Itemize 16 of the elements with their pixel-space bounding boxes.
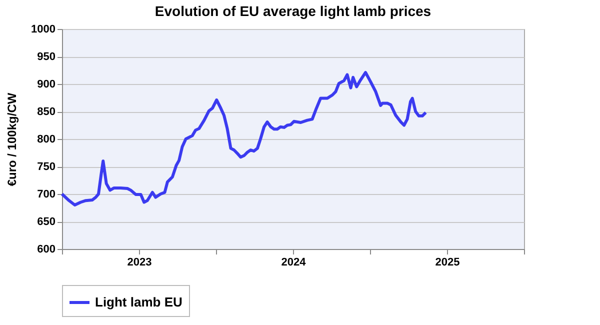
chart-title: Evolution of EU average light lamb prices bbox=[154, 3, 432, 19]
y-tick-label: 900 bbox=[37, 78, 56, 90]
x-tick-label: 2024 bbox=[281, 256, 307, 268]
legend-label: Light lamb EU bbox=[95, 294, 182, 310]
line-series bbox=[60, 70, 428, 206]
y-tick-label: 700 bbox=[37, 188, 56, 200]
x-tick-label: 2025 bbox=[435, 256, 460, 268]
y-tick-label: 1000 bbox=[31, 24, 56, 36]
y-tick-label: 600 bbox=[37, 244, 56, 256]
y-tick-label: 850 bbox=[37, 106, 56, 118]
y-tick-label: 650 bbox=[37, 216, 56, 228]
x-tick-label: 2023 bbox=[127, 256, 152, 268]
y-tick-label: 950 bbox=[37, 51, 56, 63]
y-tick-label: 750 bbox=[37, 161, 56, 173]
y-tick-label: 800 bbox=[37, 134, 56, 146]
y-axis-title: €uro / 100kg/CW bbox=[5, 92, 20, 186]
